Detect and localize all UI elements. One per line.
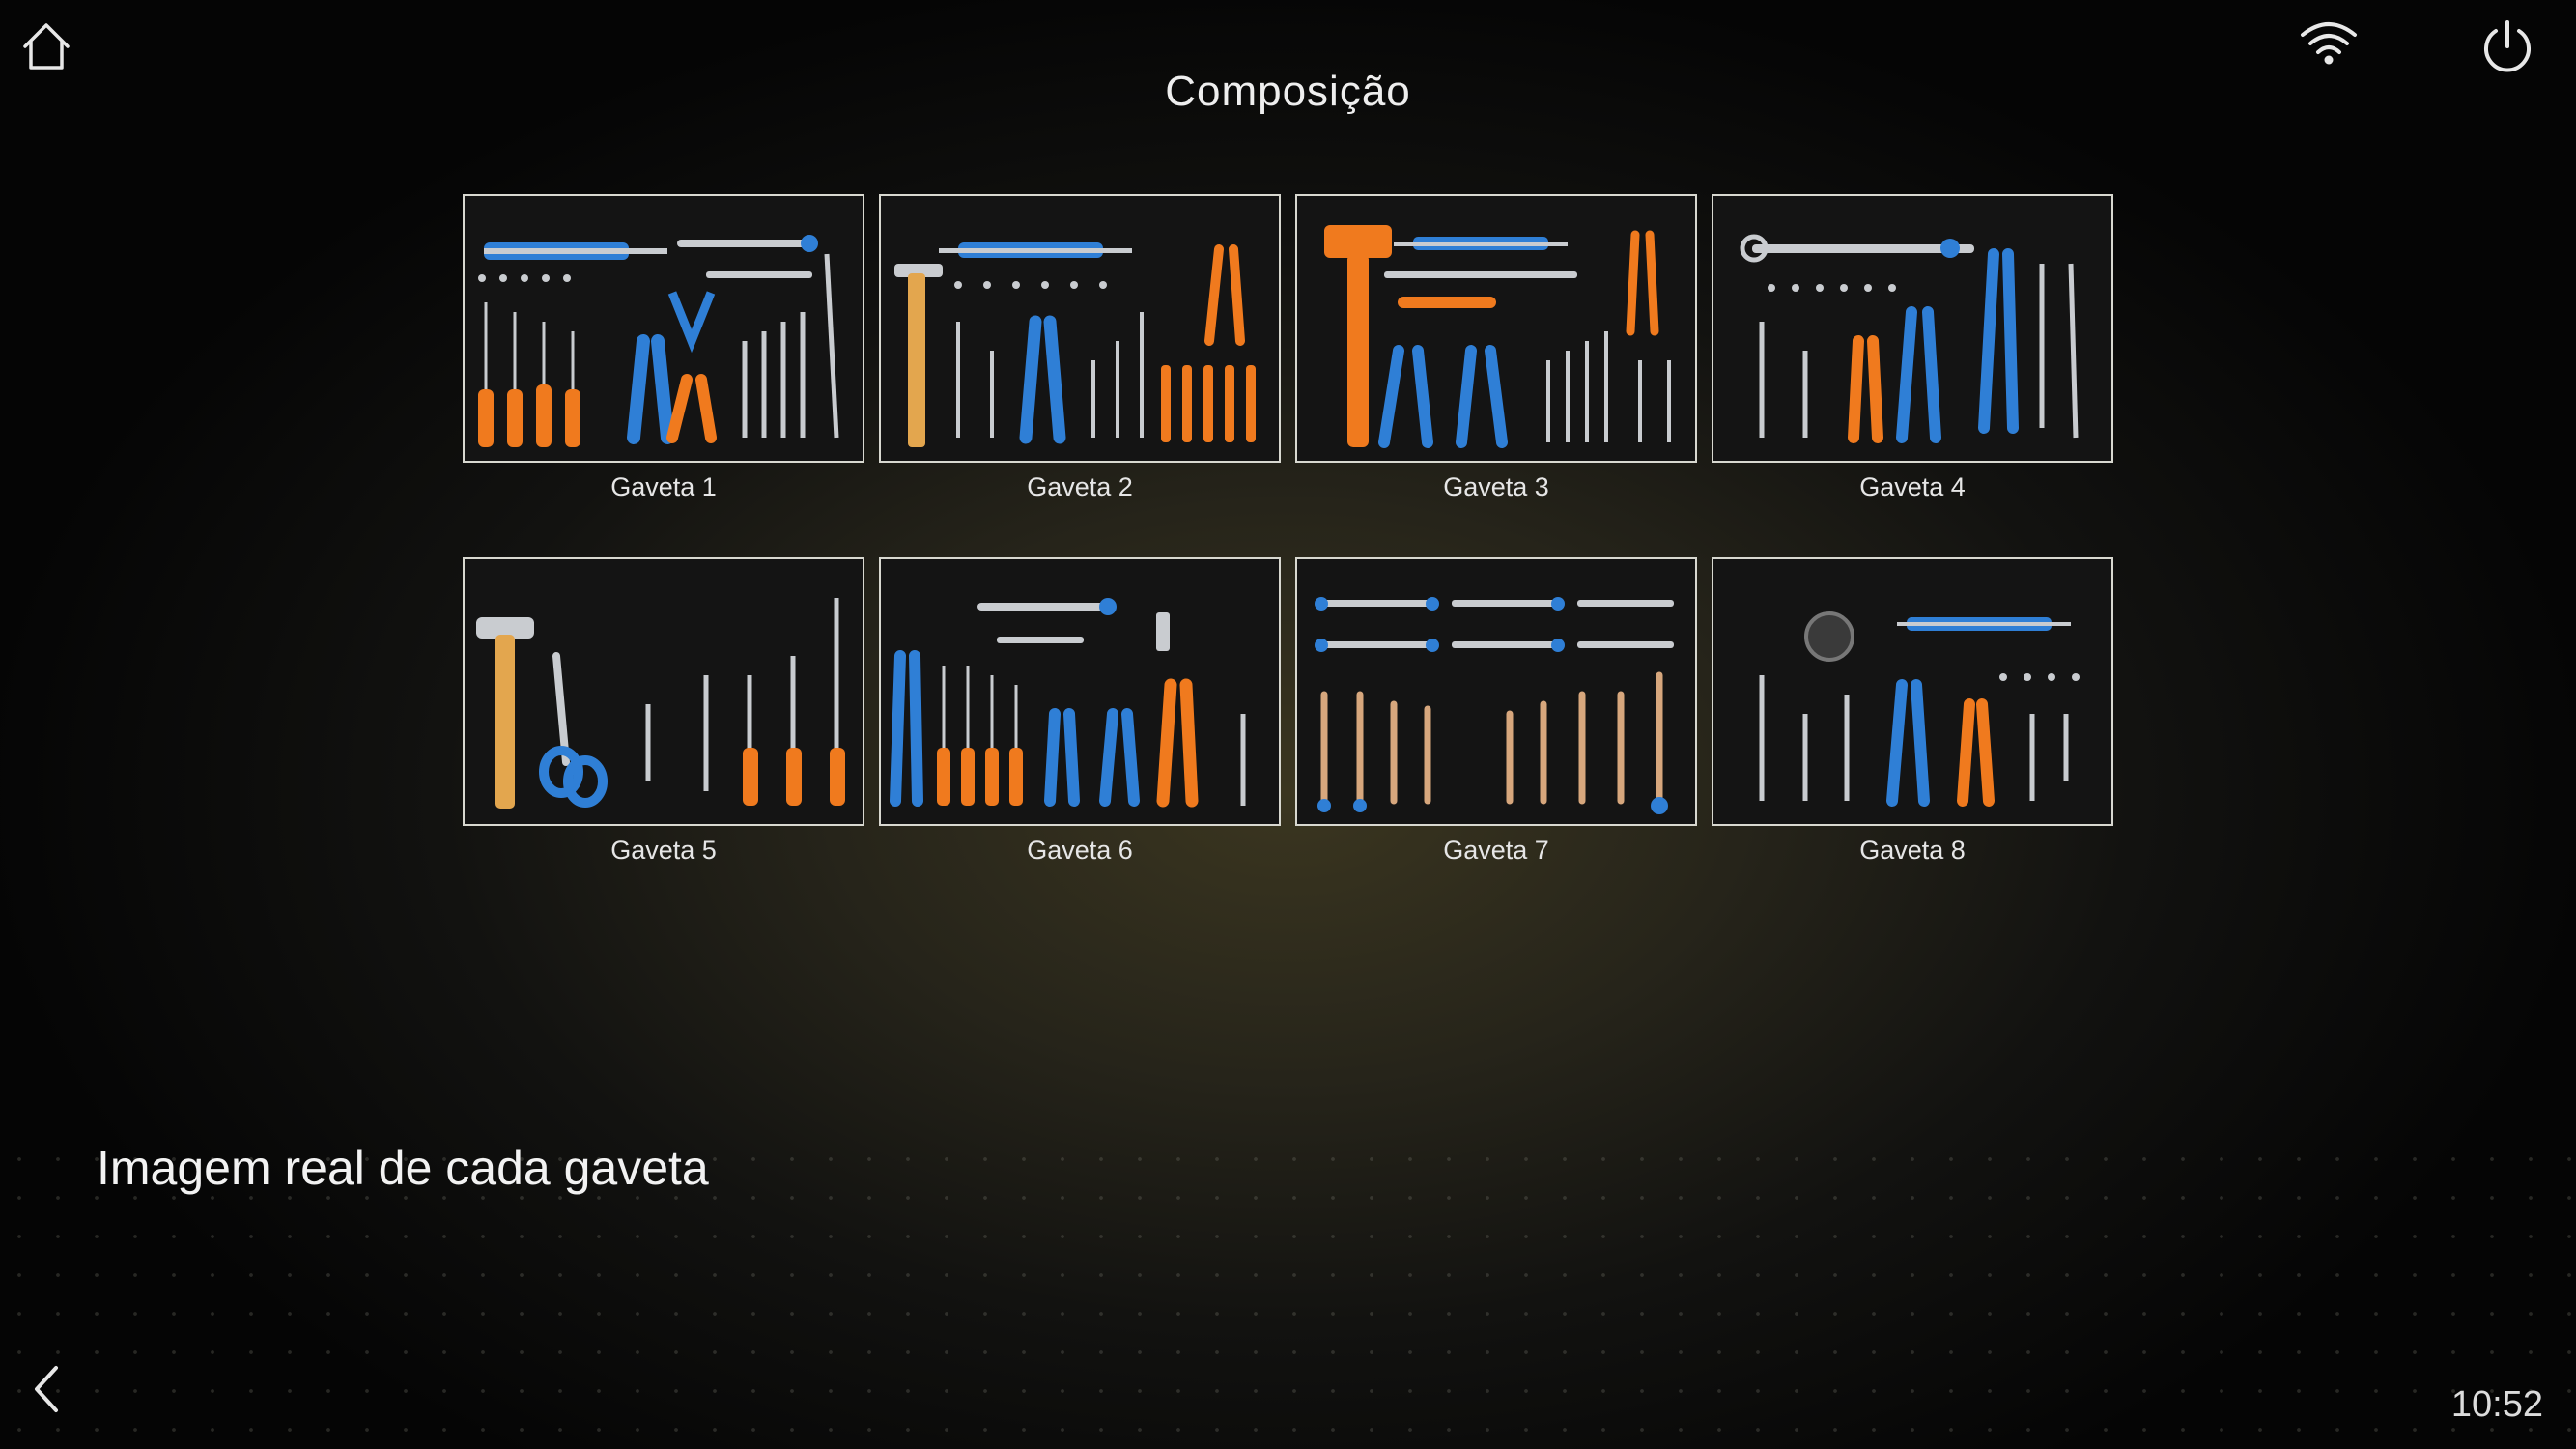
drawer-8-tools-image xyxy=(1713,559,2111,824)
drawer-card-7[interactable]: Gaveta 7 xyxy=(1295,557,1697,866)
wifi-status[interactable] xyxy=(2299,19,2359,68)
drawer-card-8[interactable]: Gaveta 8 xyxy=(1712,557,2113,866)
back-button[interactable] xyxy=(27,1360,66,1418)
power-icon xyxy=(2484,20,2531,72)
drawer-4-tools-image xyxy=(1713,196,2111,461)
drawer-thumbnail[interactable] xyxy=(1295,194,1697,463)
drawer-3-tools-image xyxy=(1297,196,1695,461)
drawer-label: Gaveta 5 xyxy=(610,836,717,865)
caption-text: Imagem real de cada gaveta xyxy=(97,1141,709,1195)
drawer-card-2[interactable]: Gaveta 2 xyxy=(879,194,1281,502)
drawer-label: Gaveta 2 xyxy=(1027,472,1133,501)
drawer-card-4[interactable]: Gaveta 4 xyxy=(1712,194,2113,502)
drawer-thumbnail[interactable] xyxy=(879,194,1281,463)
clock: 10:52 xyxy=(2450,1384,2543,1425)
home-icon xyxy=(23,23,70,70)
drawer-label: Gaveta 8 xyxy=(1859,836,1966,865)
drawer-1-tools-image xyxy=(465,196,863,461)
wifi-icon xyxy=(2301,22,2357,65)
drawer-card-3[interactable]: Gaveta 3 xyxy=(1295,194,1697,502)
drawer-thumbnail[interactable] xyxy=(463,557,864,826)
drawer-thumbnail[interactable] xyxy=(1295,557,1697,826)
drawer-thumbnail[interactable] xyxy=(1712,557,2113,826)
drawer-2-tools-image xyxy=(881,196,1279,461)
drawer-label: Gaveta 4 xyxy=(1859,472,1966,501)
drawer-thumbnail[interactable] xyxy=(879,557,1281,826)
home-button[interactable] xyxy=(17,17,75,75)
drawer-7-tools-image xyxy=(1297,559,1695,824)
dot-pattern-background xyxy=(0,1140,2576,1449)
drawer-6-tools-image xyxy=(881,559,1279,824)
drawer-label: Gaveta 7 xyxy=(1443,836,1549,865)
drawer-label: Gaveta 1 xyxy=(610,472,717,501)
drawer-5-tools-image xyxy=(465,559,863,824)
drawer-card-1[interactable]: Gaveta 1 xyxy=(463,194,864,502)
power-button[interactable] xyxy=(2477,17,2537,77)
drawer-thumbnail[interactable] xyxy=(1712,194,2113,463)
page-title: Composição xyxy=(1165,68,1411,115)
drawer-card-6[interactable]: Gaveta 6 xyxy=(879,557,1281,866)
drawer-card-5[interactable]: Gaveta 5 xyxy=(463,557,864,866)
drawer-label: Gaveta 6 xyxy=(1027,836,1133,865)
drawer-thumbnail[interactable] xyxy=(463,194,864,463)
chevron-left-icon xyxy=(35,1366,58,1412)
drawer-label: Gaveta 3 xyxy=(1443,472,1549,501)
